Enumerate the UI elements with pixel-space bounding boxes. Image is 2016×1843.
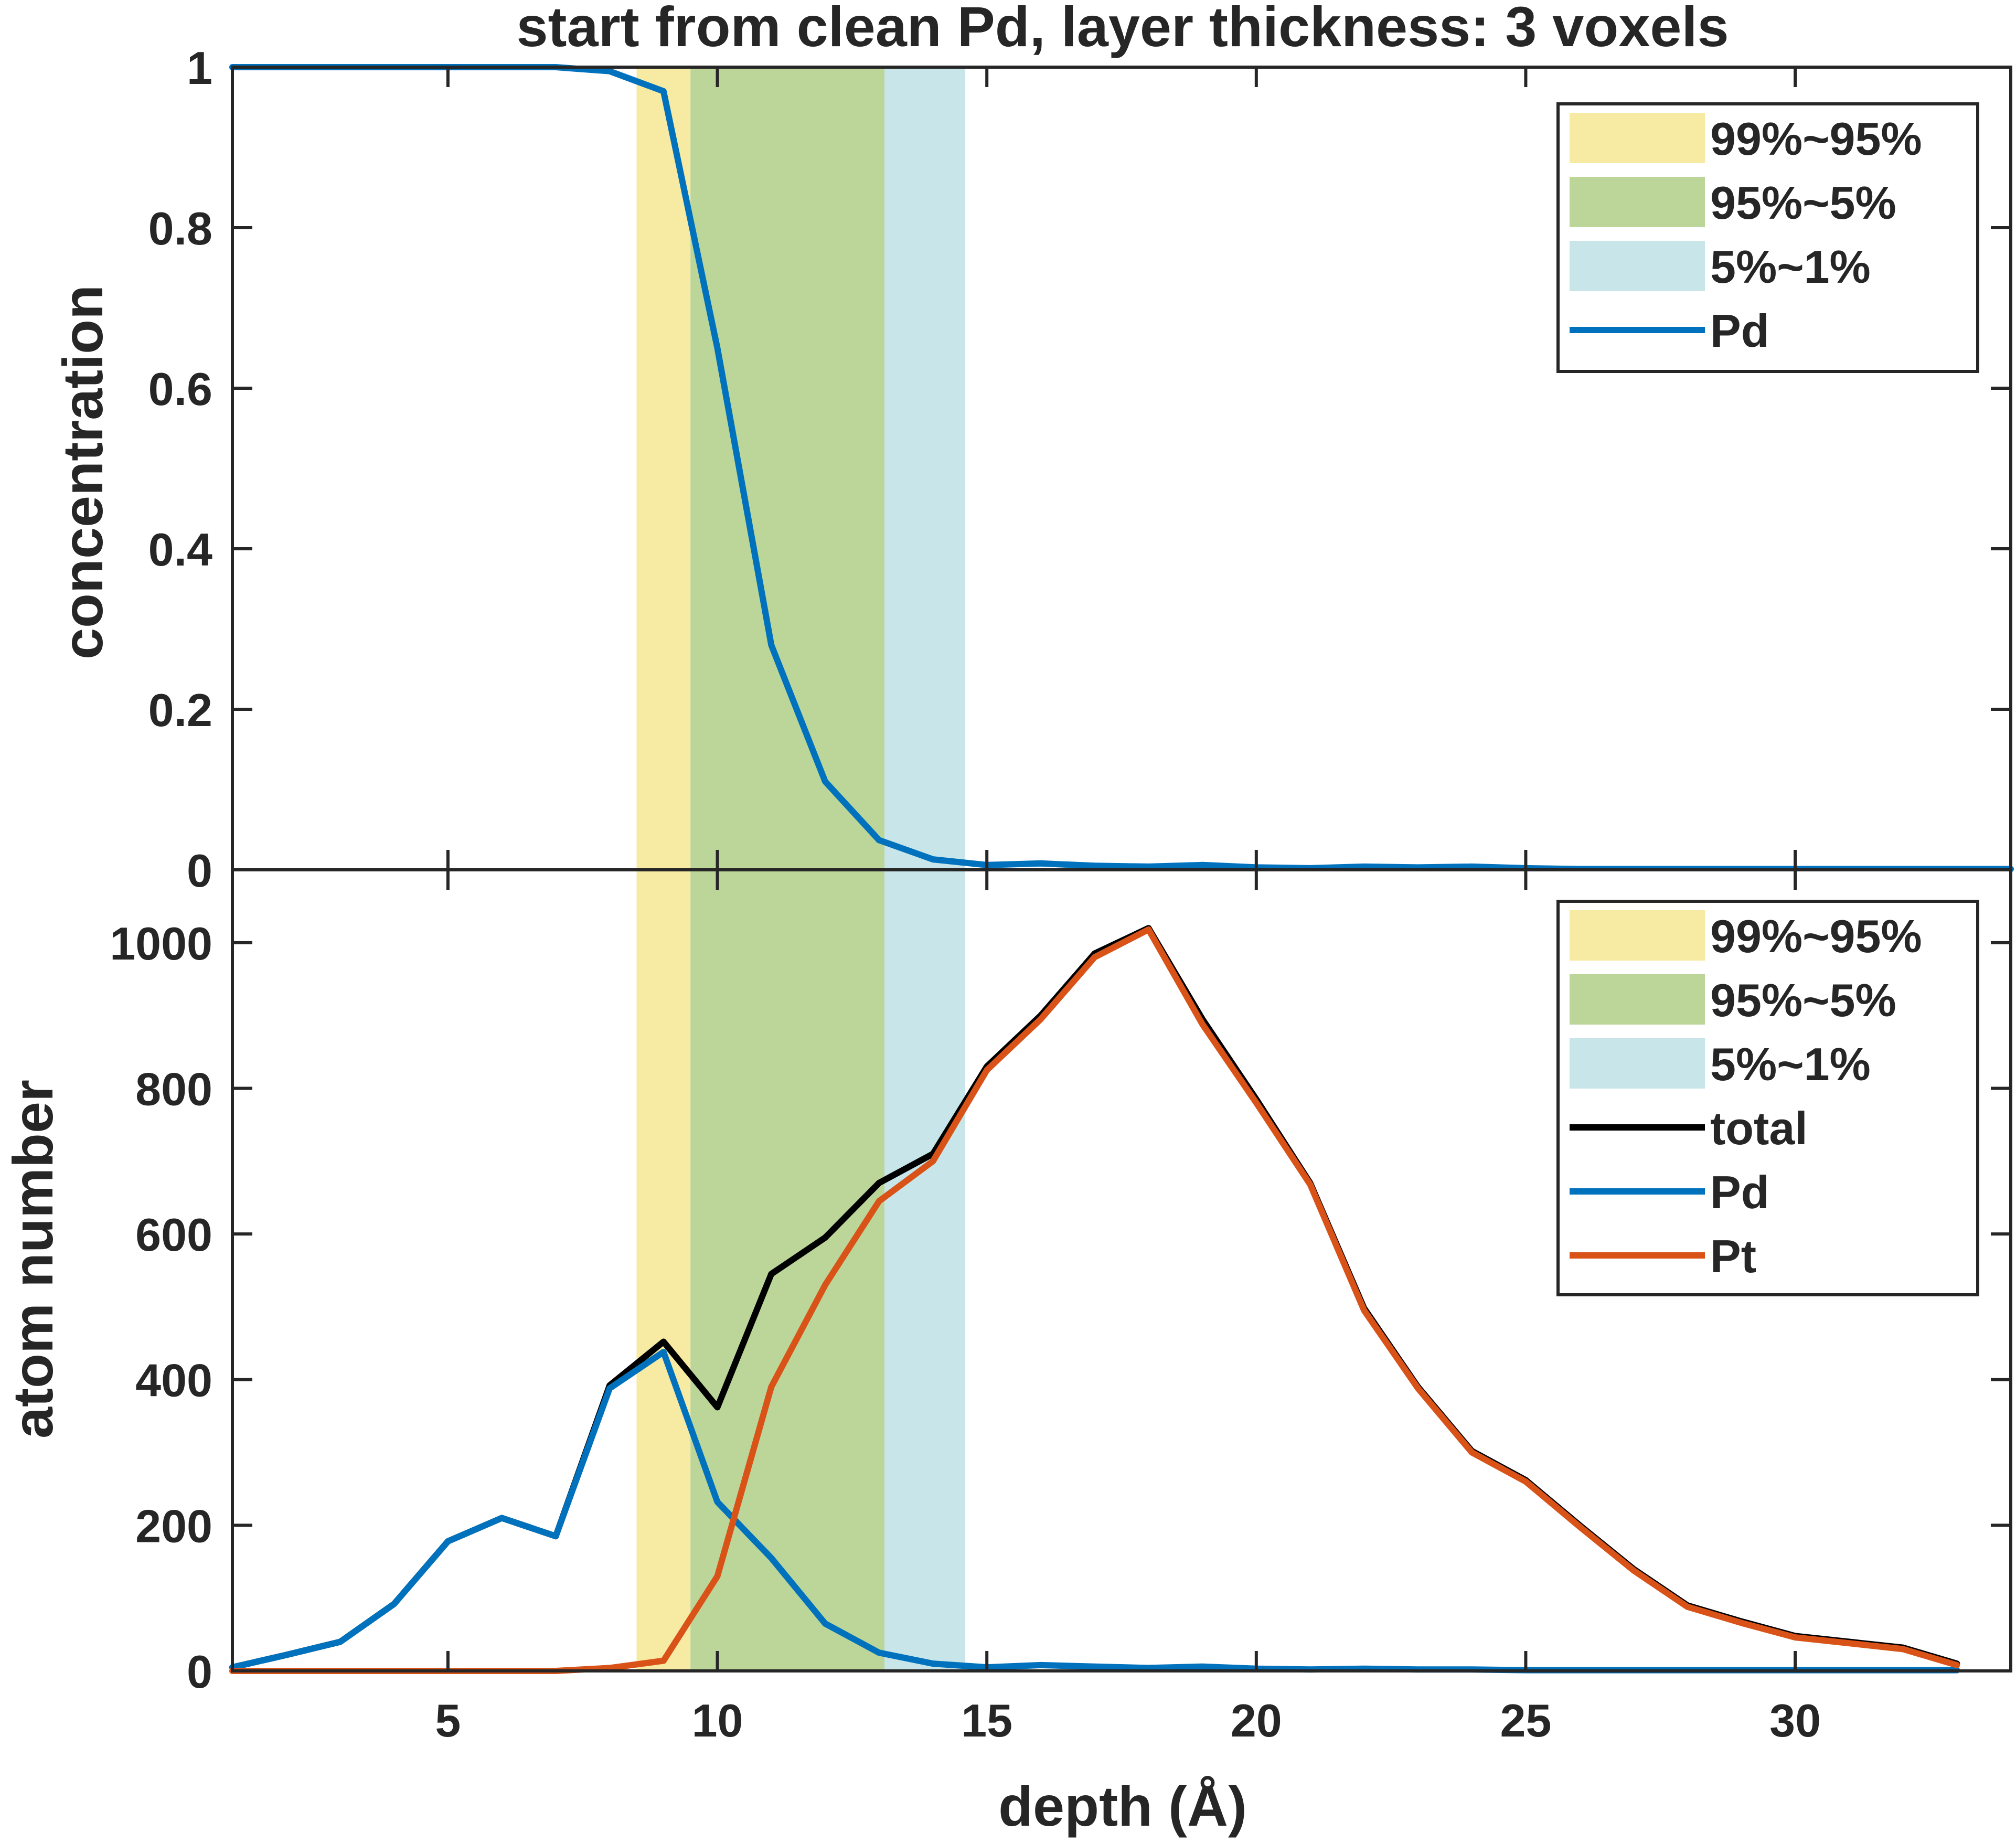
legend-label-bottom-4: Pd	[1710, 1166, 1769, 1218]
band-bottom-1	[690, 870, 884, 1671]
legend-label-bottom-1: 95%~5%	[1710, 974, 1896, 1026]
legend-label-top-1: 95%~5%	[1710, 177, 1896, 229]
band-top-1	[690, 67, 884, 870]
ytick-label-bottom-1: 200	[135, 1500, 212, 1552]
xtick-label-3: 20	[1231, 1695, 1282, 1746]
ytick-label-bottom-4: 800	[135, 1063, 212, 1115]
legend-label-top-2: 5%~1%	[1710, 241, 1871, 293]
axes-frame-bottom	[231, 868, 2012, 1672]
atom-number-panel: 0 200 400 600 800 1000 5 10 15 20 25 30 99%~95% 95%~5…	[110, 868, 2012, 1746]
xtick-label-2: 15	[961, 1695, 1012, 1746]
ytick-label-top-2: 0.4	[148, 524, 212, 576]
ytick-label-top-4: 0.8	[148, 203, 212, 254]
xtick-label-5: 30	[1769, 1695, 1821, 1746]
x-axis-label-depth: depth (Å)	[998, 1774, 1247, 1838]
legend-label-bottom-5: Pt	[1710, 1230, 1756, 1282]
legend-label-top-0: 99%~95%	[1710, 113, 1922, 165]
legend-label-bottom-0: 99%~95%	[1710, 910, 1922, 962]
concentration-panel: 0 0.2 0.4 0.6 0.8 1 99%~95% 95%~5% 5%~1% Pd	[148, 42, 2014, 897]
ytick-label-bottom-3: 600	[135, 1209, 212, 1261]
legend-top: 99%~95% 95%~5% 5%~1% Pd	[1556, 102, 1979, 373]
legend-box-bottom	[1556, 900, 1979, 1296]
ytick-label-top-5: 1	[187, 42, 212, 94]
ytick-label-bottom-5: 1000	[110, 918, 212, 970]
xtick-label-4: 25	[1500, 1695, 1552, 1746]
ytick-label-top-1: 0.2	[148, 684, 212, 736]
xtick-label-0: 5	[435, 1695, 461, 1746]
legend-swatch-bottom-2	[1570, 1038, 1705, 1089]
legend-label-top-3: Pd	[1710, 305, 1769, 357]
band-bottom-0	[636, 870, 691, 1671]
y-axis-label-atom-number: atom number	[1, 1080, 65, 1439]
ytick-label-top-3: 0.6	[148, 363, 212, 415]
xtick-label-1: 10	[692, 1695, 743, 1746]
band-top-0	[636, 67, 691, 870]
ytick-label-top-0: 0	[187, 845, 212, 897]
legend-swatch-bottom-0	[1570, 910, 1705, 961]
legend-swatch-top-2	[1570, 241, 1705, 291]
band-top-2	[884, 67, 966, 870]
legend-swatch-top-0	[1570, 113, 1705, 163]
legend-swatch-bottom-1	[1570, 974, 1705, 1025]
legend-label-bottom-2: 5%~1%	[1710, 1038, 1871, 1090]
legend-bottom: 99%~95% 95%~5% 5%~1% total Pd Pt	[1556, 900, 1979, 1296]
legend-label-bottom-3: total	[1710, 1102, 1808, 1154]
y-axis-label-concentration: concentration	[51, 285, 114, 659]
ytick-label-bottom-0: 0	[187, 1646, 212, 1698]
band-bottom-2	[884, 870, 966, 1671]
chart-title: start from clean Pd, layer thickness: 3 …	[516, 0, 1729, 58]
legend-swatch-top-1	[1570, 177, 1705, 227]
ytick-label-bottom-2: 400	[135, 1355, 212, 1407]
